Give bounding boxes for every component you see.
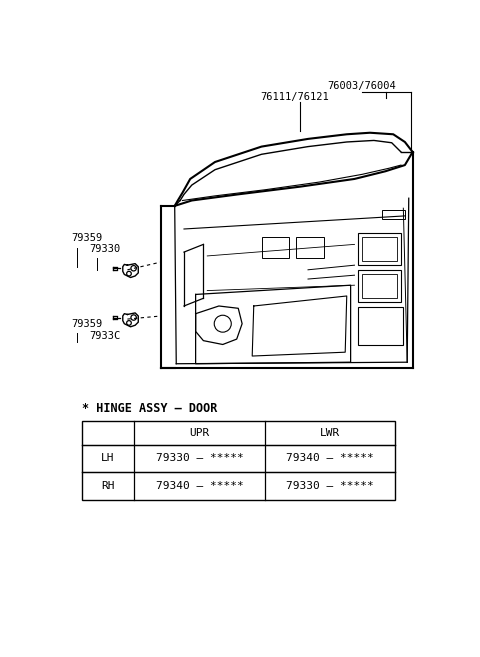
Text: 79340 – *****: 79340 – *****: [156, 481, 243, 491]
Text: * HINGE ASSY – DOOR: * HINGE ASSY – DOOR: [82, 402, 217, 415]
Bar: [296, 237, 324, 258]
Bar: [359, 307, 403, 346]
Text: 76111/76121: 76111/76121: [260, 91, 329, 102]
Text: 79359: 79359: [71, 233, 102, 242]
Text: UPR: UPR: [190, 428, 210, 438]
Bar: [262, 237, 288, 258]
Text: 79330: 79330: [89, 244, 120, 254]
Bar: [113, 267, 117, 270]
Bar: [359, 233, 401, 265]
Text: 79330 – *****: 79330 – *****: [156, 453, 243, 463]
Bar: [113, 316, 117, 319]
Text: 79359: 79359: [71, 319, 102, 328]
Text: 79340 – *****: 79340 – *****: [286, 453, 373, 463]
Text: 7933C: 7933C: [89, 331, 120, 341]
Text: 79330 – *****: 79330 – *****: [286, 481, 373, 491]
Bar: [382, 210, 405, 219]
Bar: [359, 270, 401, 302]
Bar: [362, 237, 397, 261]
Text: 76003/76004: 76003/76004: [327, 81, 396, 91]
Text: LH: LH: [101, 453, 115, 463]
Bar: [362, 274, 397, 298]
Bar: [82, 422, 395, 500]
Text: RH: RH: [101, 481, 115, 491]
Text: LWR: LWR: [320, 428, 340, 438]
